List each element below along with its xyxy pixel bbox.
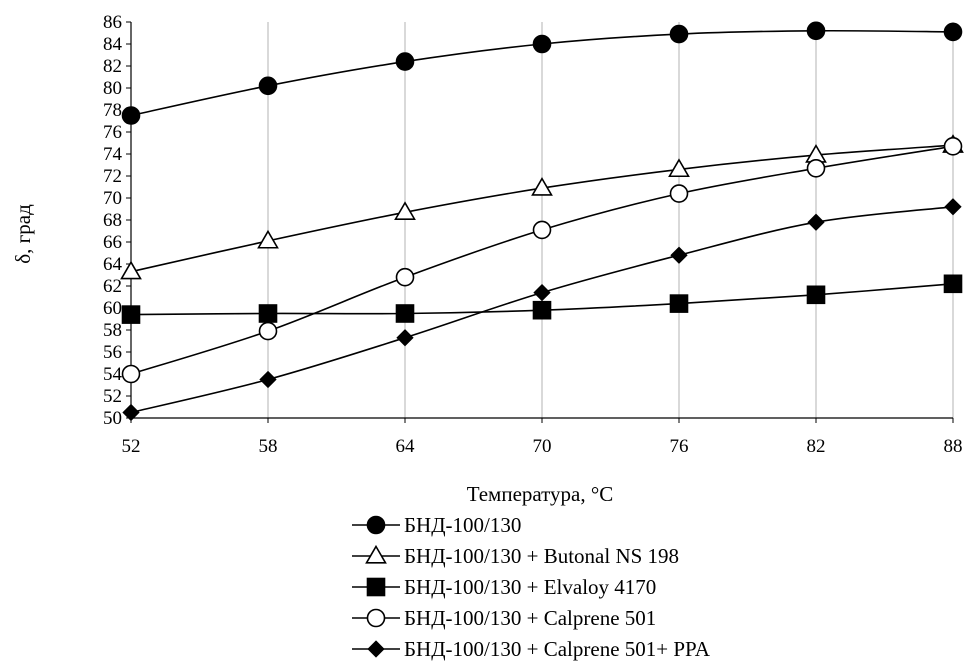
data-point [395,267,415,287]
data-point [669,24,689,44]
y-tick-label: 80 [103,78,122,99]
x-tick-label: 76 [670,436,689,457]
y-tick-label: 50 [103,408,122,429]
series-1 [121,21,963,125]
legend-marker [366,515,386,535]
y-tick-label: 82 [103,56,122,77]
y-tick-label: 56 [103,342,122,363]
data-point [394,201,416,220]
y-tick-label: 76 [103,122,122,143]
y-tick-label: 60 [103,298,122,319]
series-3 [121,274,963,324]
data-point [395,304,415,323]
legend-marker [366,608,386,628]
series-5 [122,198,962,422]
x-tick-label: 70 [533,436,552,457]
data-point [121,305,141,324]
grid [267,22,954,418]
data-point [807,213,825,231]
y-tick-label: 54 [103,364,123,385]
data-point [531,177,553,196]
y-tick-label: 58 [103,320,122,341]
x-tick-label: 58 [259,436,278,457]
data-point [258,76,278,96]
x-axis-title: Температура, °C [467,482,614,506]
data-point [121,106,141,125]
y-tick-label: 52 [103,386,122,407]
y-axis-title: δ, град [11,204,35,264]
data-point [944,198,962,216]
legend-item: БНД-100/130 + Elvaloy 4170 [352,575,656,599]
data-point [532,34,552,54]
legend-item: БНД-100/130 + Calprene 501 [352,606,656,630]
data-point [258,304,278,323]
data-point [806,21,826,41]
data-point [669,294,689,313]
y-tick-label: 84 [103,34,123,55]
data-point [121,364,141,384]
x-tick-label: 88 [944,436,963,457]
y-tick-label: 68 [103,210,122,231]
data-point [806,159,826,178]
y-tick-label: 78 [103,100,122,121]
y-tick-label: 64 [103,254,123,275]
data-point [670,246,688,264]
y-tick-label: 86 [103,12,122,33]
data-point [806,285,826,305]
legend-item: БНД-100/130 + Butonal NS 198 [352,544,679,568]
tick-labels: 5052545658606264666870727476788082848652… [103,12,963,457]
y-tick-label: 74 [103,144,123,165]
legend-label: БНД-100/130 + Butonal NS 198 [404,544,679,568]
data-point [395,52,415,71]
data-point [943,22,963,42]
x-tick-label: 52 [122,436,141,457]
series-4 [121,137,963,384]
data-point [943,137,963,156]
data-point [259,370,277,389]
legend-label: БНД-100/130 + Elvaloy 4170 [404,575,656,599]
x-tick-label: 64 [396,436,416,457]
legend-marker [365,544,387,564]
y-tick-label: 62 [103,276,122,297]
data-point [532,300,552,320]
data-point [669,184,689,203]
data-point [532,220,552,240]
data-point [258,321,278,341]
legend-marker [367,640,385,658]
legend-marker [366,577,386,597]
series-group [120,21,964,422]
legend-item: БНД-100/130 [352,513,521,537]
data-point [668,158,690,178]
data-point [120,260,142,280]
y-tick-label: 66 [103,232,122,253]
legend-label: БНД-100/130 + Calprene 501 [404,606,656,630]
y-tick-label: 70 [103,188,122,209]
data-point [122,403,140,422]
y-tick-label: 72 [103,166,122,187]
legend-item: БНД-100/130 + Calprene 501+ PPA [352,637,711,661]
data-point [396,329,414,347]
data-point [943,274,963,294]
data-point [533,283,551,302]
legend-label: БНД-100/130 [404,513,521,537]
legend-label: БНД-100/130 + Calprene 501+ PPA [404,637,711,661]
x-tick-label: 82 [807,436,826,457]
data-point [257,229,279,249]
legend: БНД-100/130 БНД-100/130 + Butonal NS 198 Б… [352,513,711,661]
